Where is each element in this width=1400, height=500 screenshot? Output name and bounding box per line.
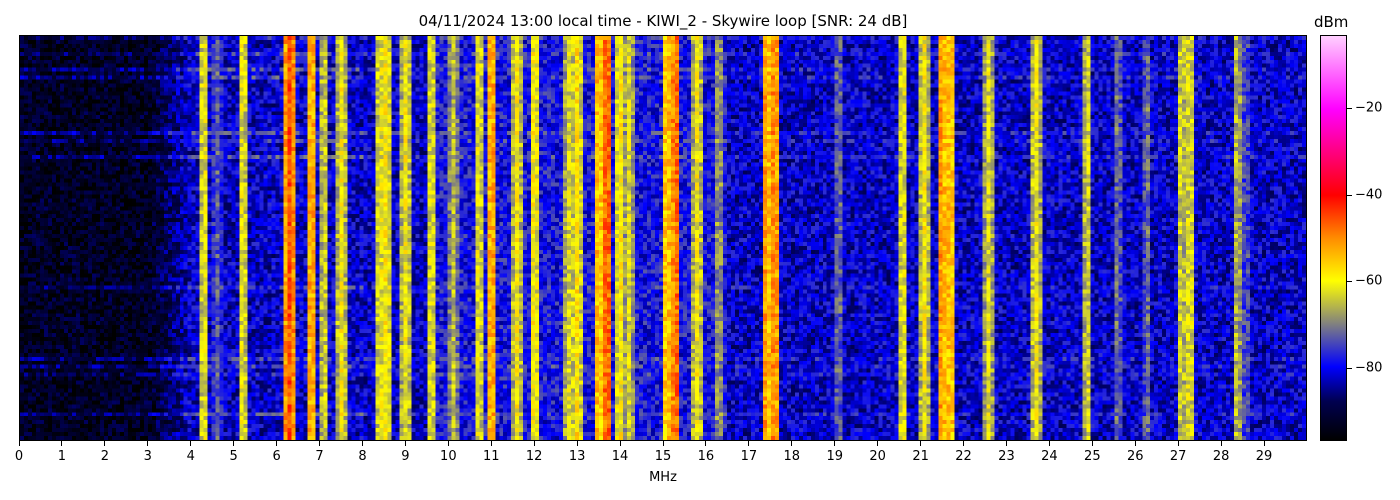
x-tick: [1220, 441, 1222, 446]
x-tick-label: 4: [186, 449, 195, 464]
x-tick-label: 26: [1126, 449, 1144, 464]
colorbar-tick-label: −20: [1355, 100, 1383, 116]
x-tick: [834, 441, 836, 446]
colorbar-tick: [1347, 281, 1352, 283]
x-tick: [533, 441, 535, 446]
x-tick-label: 25: [1084, 449, 1101, 464]
x-tick-label: 24: [1041, 449, 1058, 464]
x-tick: [963, 441, 965, 446]
x-tick-label: 12: [525, 449, 543, 464]
colorbar-tick: [1347, 367, 1352, 369]
x-tick: [1177, 441, 1179, 446]
x-tick-label: 1: [57, 449, 67, 464]
x-tick: [319, 441, 321, 446]
x-tick-label: 10: [440, 449, 457, 464]
x-tick-label: 20: [869, 449, 886, 464]
x-tick-label: 11: [482, 449, 500, 464]
x-tick-label: 3: [143, 449, 152, 464]
x-tick-label: 13: [568, 449, 586, 464]
x-tick: [104, 441, 106, 446]
colorbar-tick: [1347, 194, 1352, 196]
colorbar-tick-label: −40: [1355, 187, 1383, 203]
x-tick: [18, 441, 20, 446]
waterfall-heatmap: [20, 36, 1306, 440]
x-tick: [190, 441, 192, 446]
x-tick-label: 7: [315, 449, 324, 464]
x-tick: [404, 441, 406, 446]
chart-title: 04/11/2024 13:00 local time - KIWI_2 - S…: [418, 12, 908, 30]
x-tick: [361, 441, 363, 446]
x-tick: [619, 441, 621, 446]
x-tick-label: 5: [229, 449, 238, 464]
x-tick: [1005, 441, 1007, 446]
x-tick: [447, 441, 449, 446]
x-tick: [662, 441, 664, 446]
colorbar-tick: [1347, 108, 1352, 110]
x-tick-label: 16: [697, 449, 715, 464]
x-tick: [1048, 441, 1050, 446]
x-tick-label: 0: [14, 449, 24, 464]
x-tick: [1263, 441, 1265, 446]
x-tick: [147, 441, 149, 446]
x-tick: [490, 441, 492, 446]
x-tick-label: 19: [826, 449, 843, 464]
x-tick: [576, 441, 578, 446]
x-tick: [61, 441, 63, 446]
x-tick-label: 17: [740, 449, 758, 464]
colorbar-label: dBm: [1314, 13, 1349, 31]
x-tick-label: 9: [401, 449, 410, 464]
x-tick-label: 14: [611, 449, 629, 464]
x-tick-label: 18: [783, 449, 801, 464]
colorbar-tick-label: −60: [1355, 273, 1383, 289]
x-tick-label: 22: [955, 449, 972, 464]
x-tick: [276, 441, 278, 446]
x-tick: [1134, 441, 1136, 446]
x-tick-label: 23: [998, 449, 1015, 464]
x-tick-label: 8: [358, 449, 367, 464]
x-tick: [920, 441, 922, 446]
x-tick: [1091, 441, 1093, 446]
x-tick-label: 15: [654, 449, 672, 464]
x-tick: [705, 441, 707, 446]
x-tick-label: 28: [1212, 449, 1230, 464]
x-tick: [791, 441, 793, 446]
x-tick-label: 27: [1169, 449, 1187, 464]
x-tick-label: 21: [912, 449, 929, 464]
x-tick-label: 2: [100, 449, 109, 464]
x-tick: [877, 441, 879, 446]
x-tick-label: 6: [272, 449, 281, 464]
spectrogram-plot: [19, 35, 1307, 441]
x-tick: [748, 441, 750, 446]
x-tick-label: 29: [1255, 449, 1273, 464]
x-tick: [233, 441, 235, 446]
x-axis-label: MHz: [649, 470, 677, 485]
colorbar-tick-label: −80: [1355, 360, 1383, 376]
colorbar: [1320, 35, 1347, 441]
